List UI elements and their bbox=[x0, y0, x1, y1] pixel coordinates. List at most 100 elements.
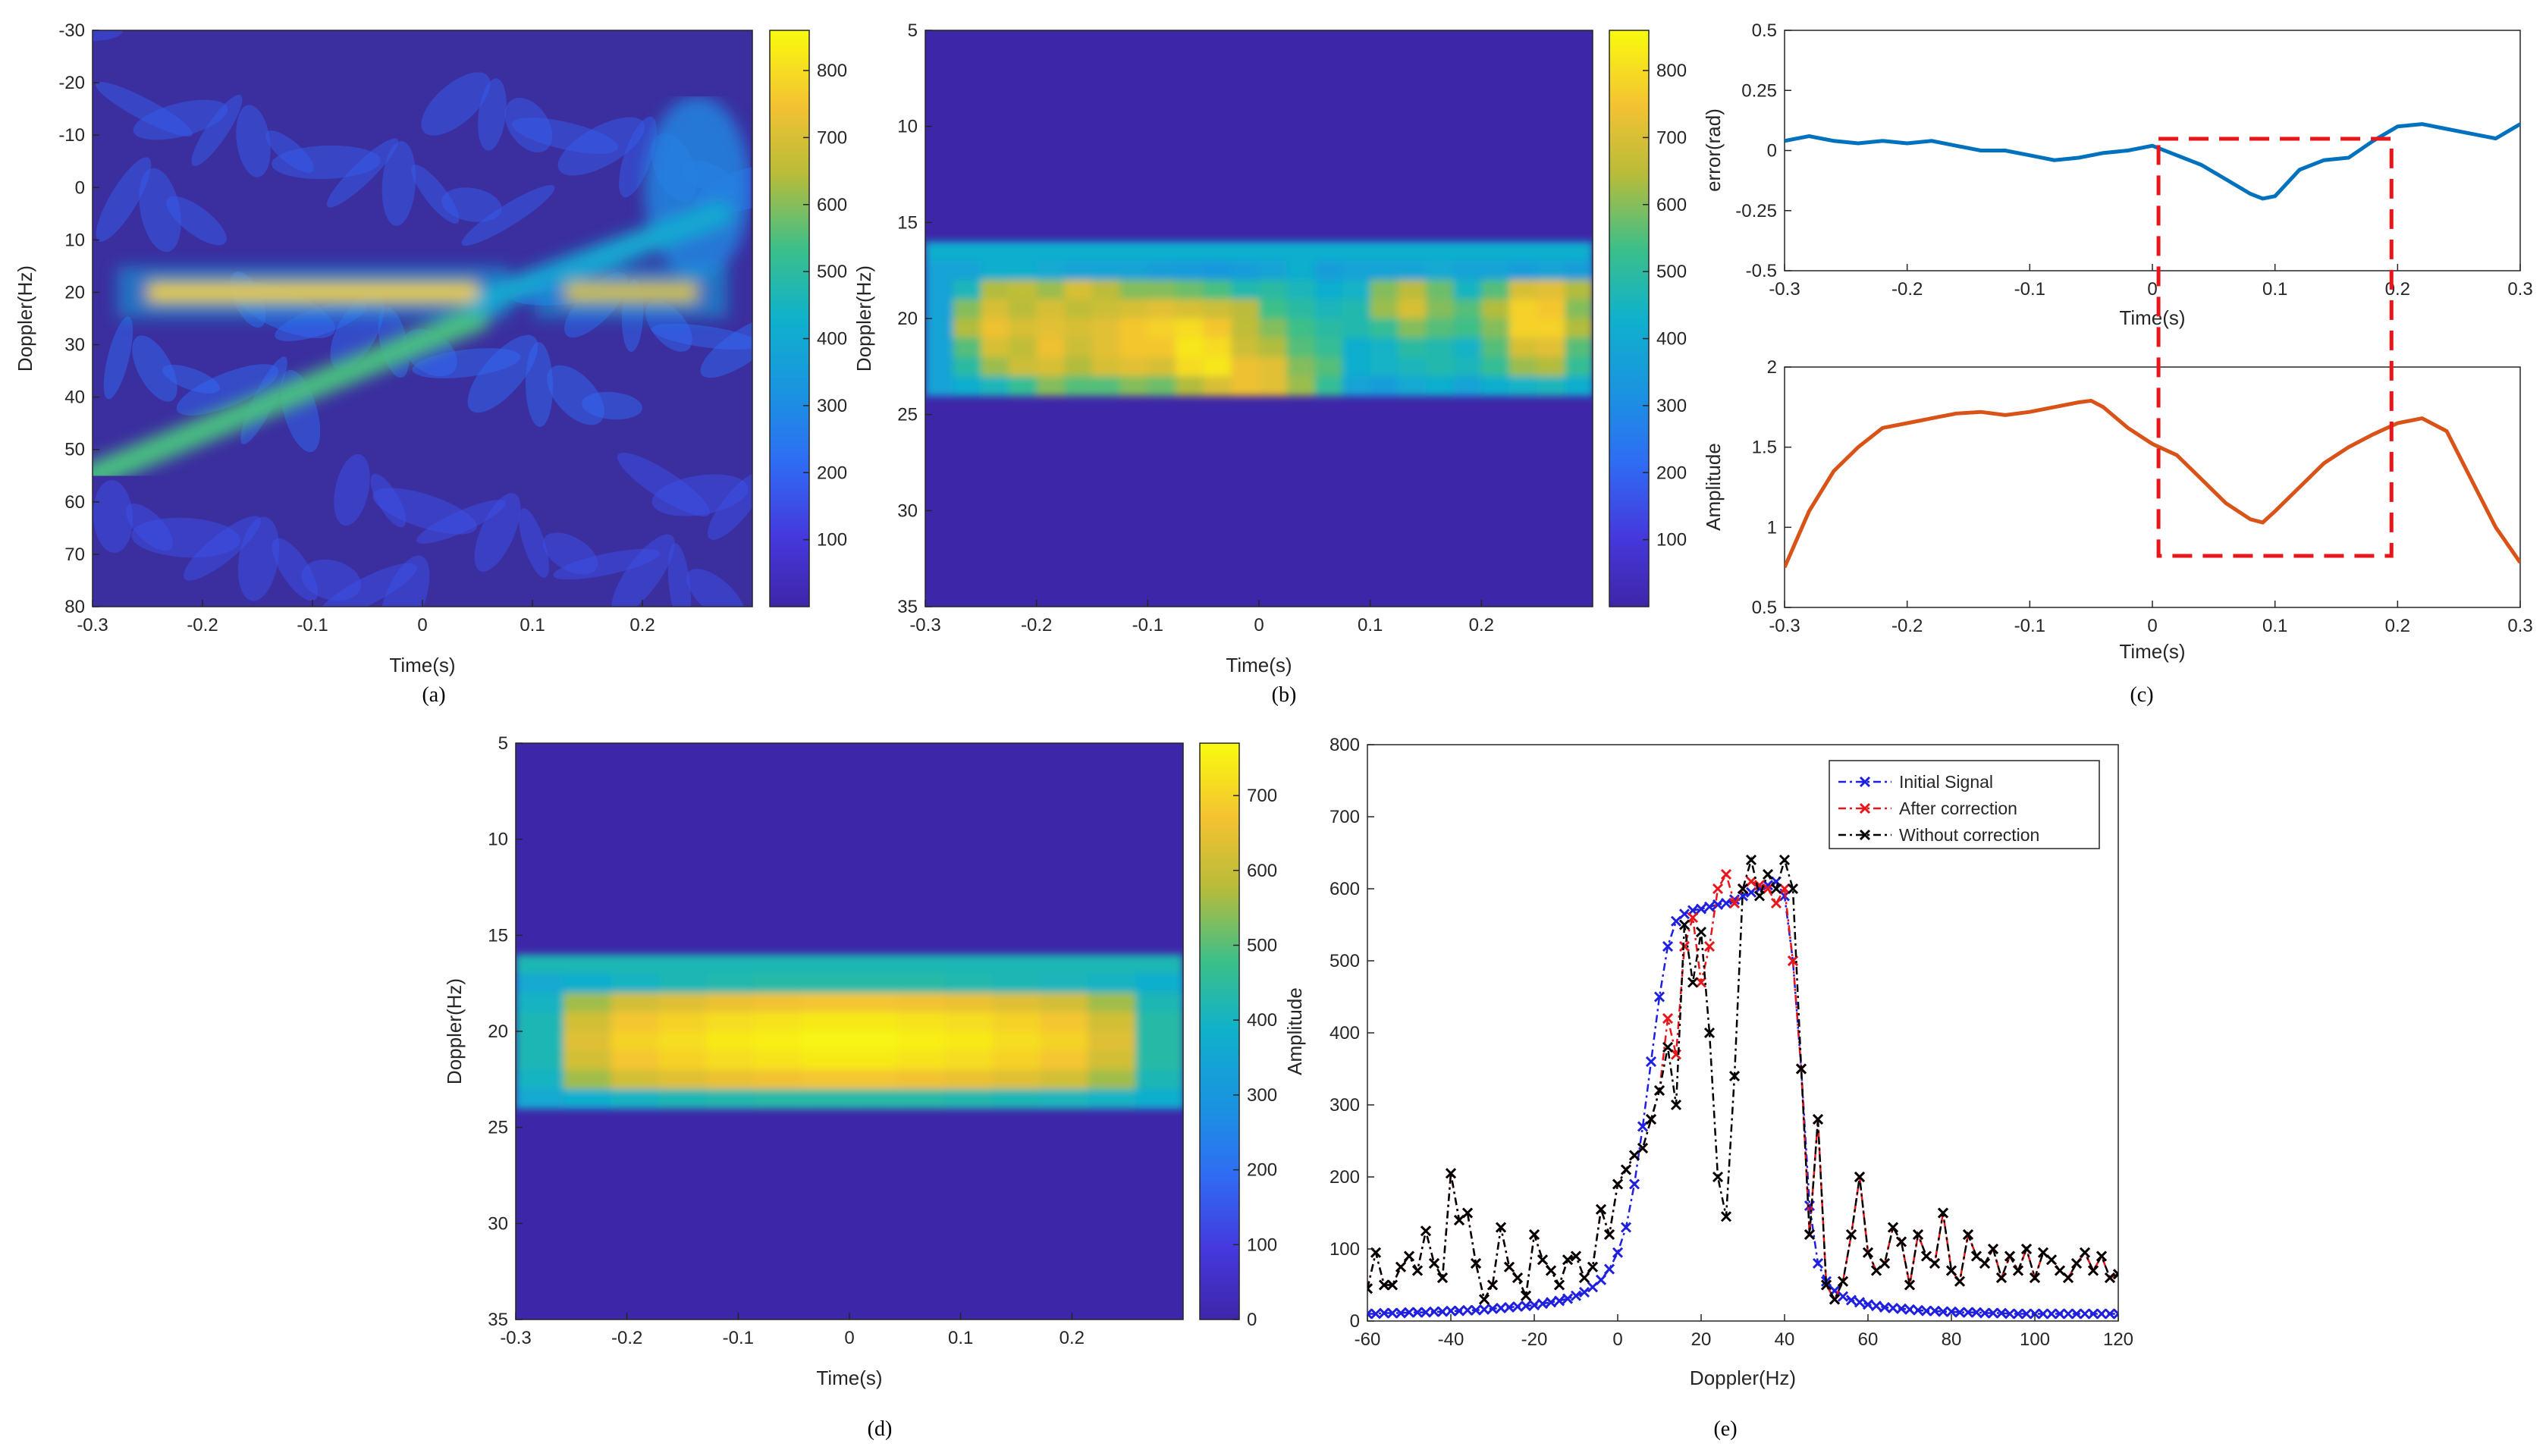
b-heat-cell bbox=[1119, 318, 1149, 339]
d-heat-cell bbox=[516, 974, 564, 994]
d-heat-cell bbox=[611, 1050, 660, 1071]
c2-ytick-label: 1.5 bbox=[1752, 438, 1777, 458]
data-point-marker bbox=[1879, 1257, 1891, 1269]
texture-blob bbox=[411, 165, 460, 224]
data-point-marker bbox=[1703, 940, 1716, 952]
b-heat-cell bbox=[1314, 376, 1343, 397]
b-heat-cell bbox=[1064, 280, 1093, 300]
b-heat-cell bbox=[1092, 356, 1121, 377]
b-heat-cell bbox=[1176, 318, 1204, 339]
a-xtick-label: -0.3 bbox=[77, 615, 108, 635]
b-xtick-label: -0.2 bbox=[1021, 615, 1052, 635]
data-point-marker bbox=[1829, 1294, 1841, 1305]
data-point-marker bbox=[1428, 1306, 1440, 1317]
data-point-marker bbox=[2062, 1272, 2074, 1284]
a-ytick-label: 40 bbox=[64, 388, 85, 408]
d-heat-cell bbox=[658, 1089, 708, 1109]
d-colorbar-tick: 400 bbox=[1247, 1010, 1277, 1031]
texture-blob bbox=[619, 116, 657, 198]
d-heat-cell bbox=[658, 1031, 708, 1052]
b-heat-cell bbox=[1426, 356, 1455, 377]
d-heat-cell bbox=[754, 974, 803, 994]
b-heat-cell bbox=[1119, 337, 1149, 358]
b-heat-cell bbox=[1092, 337, 1121, 358]
b-heat-cell bbox=[1119, 356, 1149, 377]
texture-blob bbox=[708, 472, 752, 540]
e-ytick-label: 0 bbox=[1350, 1311, 1360, 1332]
b-heat-cell bbox=[1286, 337, 1316, 358]
texture-blob bbox=[93, 30, 123, 41]
b-heat-cell bbox=[1147, 318, 1176, 339]
data-point-marker bbox=[1703, 1027, 1716, 1039]
d-xtick-label: -0.2 bbox=[611, 1328, 642, 1348]
b-heat-cell bbox=[1064, 299, 1093, 319]
data-point-marker bbox=[1687, 977, 1699, 988]
data-point-marker bbox=[1653, 1084, 1665, 1097]
data-point-marker bbox=[1628, 1150, 1640, 1161]
b-heat-cell bbox=[981, 376, 1009, 397]
d-heat-cell bbox=[1040, 1012, 1089, 1032]
texture-blob bbox=[421, 72, 491, 136]
d-heat-cell bbox=[1040, 1050, 1089, 1071]
data-point-marker bbox=[1562, 1293, 1574, 1304]
data-point-marker bbox=[2012, 1308, 2024, 1320]
d-heat-cell bbox=[802, 1031, 850, 1052]
axis-d-ylabel: Doppler(Hz) bbox=[443, 978, 466, 1084]
d-heat-cell bbox=[944, 993, 994, 1013]
b-heat-cell bbox=[1286, 280, 1316, 300]
b-heat-cell bbox=[1231, 337, 1260, 358]
b-heat-cell bbox=[1398, 318, 1427, 339]
data-point-marker bbox=[1512, 1272, 1524, 1284]
data-point-marker bbox=[1745, 854, 1757, 866]
b-heat-cell bbox=[1565, 299, 1593, 319]
data-point-marker bbox=[1428, 1257, 1440, 1269]
data-point-marker bbox=[1461, 1207, 1474, 1219]
data-point-marker bbox=[1720, 1211, 1732, 1222]
c2-ytick-label: 0.5 bbox=[1752, 598, 1777, 618]
b-colorbar-tick: 500 bbox=[1656, 262, 1687, 282]
d-heat-cell bbox=[1135, 1012, 1183, 1032]
b-heat-cell bbox=[1286, 261, 1316, 281]
d-heat-cell bbox=[849, 1069, 898, 1090]
d-ytick-label: 10 bbox=[488, 830, 508, 850]
data-point-marker bbox=[1612, 1247, 1624, 1258]
b-heat-cell bbox=[1314, 299, 1343, 319]
e-ytick-label: 700 bbox=[1330, 807, 1360, 827]
d-xtick-label: 0.2 bbox=[1060, 1328, 1085, 1348]
d-heat-cell bbox=[849, 1031, 898, 1052]
texture-blob bbox=[542, 532, 598, 575]
texture-blob bbox=[334, 453, 370, 526]
b-heat-cell bbox=[1203, 337, 1232, 358]
data-point-marker bbox=[1904, 1279, 1916, 1291]
b-heat-cell bbox=[1453, 376, 1483, 397]
d-heat-cell bbox=[516, 993, 564, 1013]
data-point-marker bbox=[1528, 1228, 1540, 1241]
d-heat-cell bbox=[992, 1050, 1041, 1071]
b-heat-cell bbox=[1231, 356, 1260, 377]
data-point-marker bbox=[1720, 897, 1732, 909]
b-heat-cell bbox=[1119, 280, 1149, 300]
series-initial-signal bbox=[1367, 876, 2118, 1320]
b-heat-cell bbox=[925, 261, 954, 281]
b-heat-cell bbox=[1509, 337, 1538, 358]
d-heat-cell bbox=[516, 1031, 564, 1052]
data-point-marker bbox=[1386, 1307, 1399, 1319]
d-colorbar-tick: 300 bbox=[1247, 1085, 1277, 1106]
data-point-marker bbox=[1687, 912, 1699, 924]
d-heat-cell bbox=[944, 1069, 994, 1090]
e-ytick-label: 600 bbox=[1330, 879, 1360, 899]
d-colorbar-tick: 200 bbox=[1247, 1160, 1277, 1181]
data-point-marker bbox=[2020, 1308, 2033, 1320]
data-point-marker bbox=[1770, 883, 1782, 895]
axes-c2-frame bbox=[1784, 366, 2521, 608]
c1-xtick-label: -0.3 bbox=[1769, 279, 1800, 300]
d-ytick-label: 5 bbox=[498, 733, 508, 754]
d-heat-cell bbox=[611, 1089, 660, 1109]
data-point-marker bbox=[1653, 991, 1665, 1003]
b-colorbar-tick: 400 bbox=[1656, 329, 1687, 350]
data-point-marker bbox=[1937, 1207, 1949, 1219]
data-point-marker bbox=[1378, 1307, 1390, 1319]
d-ytick-label: 20 bbox=[488, 1021, 508, 1042]
d-heat-cell bbox=[754, 1031, 803, 1052]
